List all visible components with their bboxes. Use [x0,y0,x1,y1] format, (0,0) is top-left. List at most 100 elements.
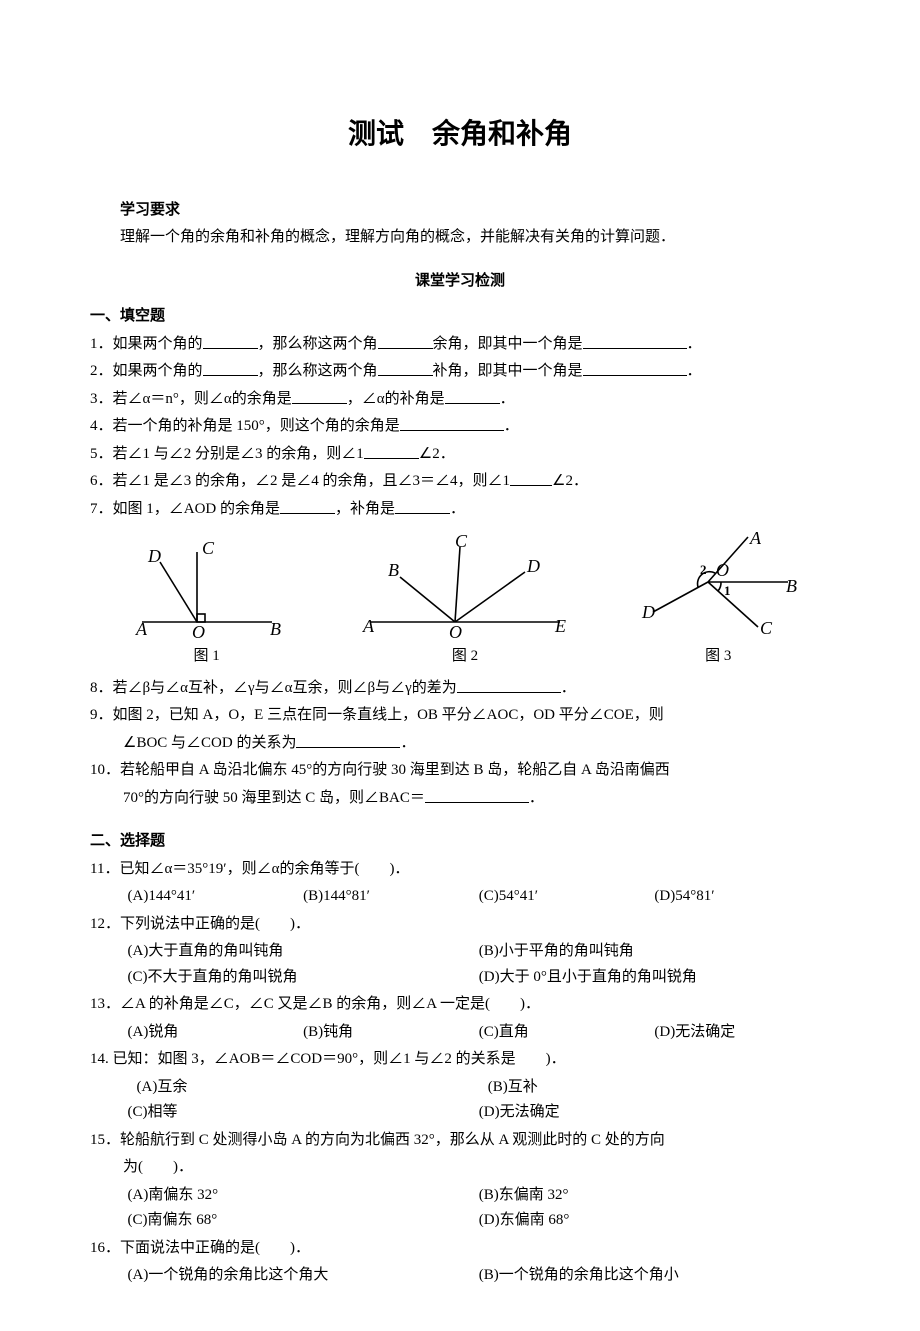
q3b: ，∠α的补角是 [347,391,445,407]
q14C: (C)相等 [128,1100,479,1126]
q6a: 6．若∠1 是∠3 的余角，∠2 是∠4 的余角，且∠3＝∠4，则∠1 [90,473,510,489]
q7c: ． [450,501,465,517]
q12A: (A)大于直角的角叫钝角 [128,939,479,965]
label-A: A [362,616,375,636]
blank [425,787,529,803]
label-C: C [760,618,773,638]
cat-choice: 二、选择题 [90,829,830,855]
q11stem: 11．已知∠α＝35°19′，则∠α的余角等于( )． [90,857,830,883]
q7b: ，补角是 [335,501,395,517]
q15b: 为( )． [123,1155,830,1181]
figures-row: A B C D O 图 1 A E B C D O 图 2 [90,532,830,670]
blank [457,677,561,693]
q5a: 5．若∠1 与∠2 分别是∠3 的余角，则∠1 [90,446,364,462]
q3a: 3．若∠α＝n°，则∠α的余角是 [90,391,292,407]
class-title: 课堂学习检测 [90,269,830,295]
question-9: 9．如图 2，已知 A，O，E 三点在同一条直线上，OB 平分∠AOC，OD 平… [90,703,830,756]
question-6: 6．若∠1 是∠3 的余角，∠2 是∠4 的余角，且∠3＝∠4，则∠1 ∠2． [90,469,830,495]
q6b: ∠2． [552,473,588,489]
question-12: 12．下列说法中正确的是( )． (A)大于直角的角叫钝角 (B)小于平角的角叫… [90,912,830,991]
q10a: 10．若轮船甲自 A 岛沿北偏东 45°的方向行驶 30 海里到达 B 岛，轮船… [90,762,670,778]
question-1: 1．如果两个角的 ，那么称这两个角 余角，即其中一个角是 ． [90,332,830,358]
label-2: 2 [700,562,707,577]
q1d: ． [687,336,702,352]
q14A: (A)互余 [137,1075,488,1101]
figure-3: A B C D O 1 2 图 3 [638,532,798,670]
label-D: D [526,556,540,576]
question-10: 10．若轮船甲自 A 岛沿北偏东 45°的方向行驶 30 海里到达 B 岛，轮船… [90,758,830,811]
q12B: (B)小于平角的角叫钝角 [479,939,830,965]
label-D: D [641,602,655,622]
q2c: 补角，即其中一个角是 [433,363,583,379]
q9b: ∠BOC 与∠COD 的关系为 [123,735,296,751]
fig1-caption: 图 1 [122,644,292,670]
blank [203,361,258,377]
q10b: 70°的方向行驶 50 海里到达 C 岛，则∠BAC＝ [123,790,425,806]
question-7: 7．如图 1，∠AOD 的余角是，补角是． [90,497,830,523]
q14stem: 14. 已知：如图 3，∠AOB＝∠COD＝90°，则∠1 与∠2 的关系是 )… [90,1047,830,1073]
question-2: 2．如果两个角的 ，那么称这两个角 补角，即其中一个角是 ． [90,359,830,385]
page-title: 测试 余角和补角 [90,110,830,158]
fig2-caption: 图 2 [355,644,575,670]
q2b: ，那么称这两个角 [258,363,378,379]
q2d: ． [687,363,702,379]
q10c: ． [529,790,544,806]
section-req-header: 学习要求 [90,198,830,224]
q16A: (A)一个锐角的余角比这个角大 [128,1263,479,1289]
q13B: (B)钝角 [303,1020,479,1046]
fig1-svg: A B C D O [122,532,292,642]
question-5: 5．若∠1 与∠2 分别是∠3 的余角，则∠1 ∠2． [90,442,830,468]
question-4: 4．若一个角的补角是 150°，则这个角的余角是 ． [90,414,830,440]
label-C: C [202,538,215,558]
blank [364,443,419,459]
q9a: 9．如图 2，已知 A，O，E 三点在同一条直线上，OB 平分∠AOC，OD 平… [90,707,664,723]
q1b: ，那么称这两个角 [258,336,378,352]
question-8: 8．若∠β与∠α互补，∠γ与∠α互余，则∠β与∠γ的差为 ． [90,676,830,702]
q1a: 1．如果两个角的 [90,336,203,352]
blank [400,416,504,432]
q12C: (C)不大于直角的角叫锐角 [128,965,479,991]
label-1: 1 [724,583,731,598]
blank [583,333,687,349]
blank [378,361,433,377]
q9c: ． [400,735,415,751]
q1c: 余角，即其中一个角是 [433,336,583,352]
question-15: 15．轮船航行到 C 处测得小岛 A 的方向为北偏西 32°，那么从 A 观测此… [90,1128,830,1234]
q8b: ． [561,680,576,696]
q13C: (C)直角 [479,1020,655,1046]
q16B: (B)一个锐角的余角比这个角小 [479,1263,830,1289]
q14D: (D)无法确定 [479,1100,830,1126]
q4b: ． [504,418,519,434]
figure-1: A B C D O 图 1 [122,532,292,670]
q12stem: 12．下列说法中正确的是( )． [90,912,830,938]
q15D: (D)东偏南 68° [479,1208,830,1234]
q12D: (D)大于 0°且小于直角的角叫锐角 [479,965,830,991]
q2a: 2．如果两个角的 [90,363,203,379]
cat-fill: 一、填空题 [90,304,830,330]
section-req-text: 理解一个角的余角和补角的概念，理解方向角的概念，并能解决有关角的计算问题． [90,225,830,251]
blank [395,498,450,514]
q13D: (D)无法确定 [654,1020,830,1046]
q8a: 8．若∠β与∠α互补，∠γ与∠α互余，则∠β与∠γ的差为 [90,680,457,696]
q4a: 4．若一个角的补角是 150°，则这个角的余角是 [90,418,400,434]
question-13: 13．∠A 的补角是∠C，∠C 又是∠B 的余角，则∠A 一定是( )． (A)… [90,992,830,1045]
figure-2: A E B C D O 图 2 [355,532,575,670]
q15A: (A)南偏东 32° [128,1183,479,1209]
fig3-caption: 图 3 [638,644,798,670]
label-O: O [192,622,205,642]
q15C: (C)南偏东 68° [128,1208,479,1234]
blank [445,388,500,404]
question-16: 16．下面说法中正确的是( )． (A)一个锐角的余角比这个角大 (B)一个锐角… [90,1236,830,1289]
label-B: B [388,560,399,580]
q11B: (B)144°81′ [303,884,479,910]
q11C: (C)54°41′ [479,884,655,910]
label-A: A [135,619,148,639]
question-14: 14. 已知：如图 3，∠AOB＝∠COD＝90°，则∠1 与∠2 的关系是 )… [90,1047,830,1126]
label-A: A [749,532,762,548]
fig2-svg: A E B C D O [355,532,575,642]
q5b: ∠2． [419,446,455,462]
label-D: D [147,546,161,566]
label-E: E [554,616,566,636]
label-B: B [786,576,797,596]
question-3: 3．若∠α＝n°，则∠α的余角是，∠α的补角是． [90,387,830,413]
